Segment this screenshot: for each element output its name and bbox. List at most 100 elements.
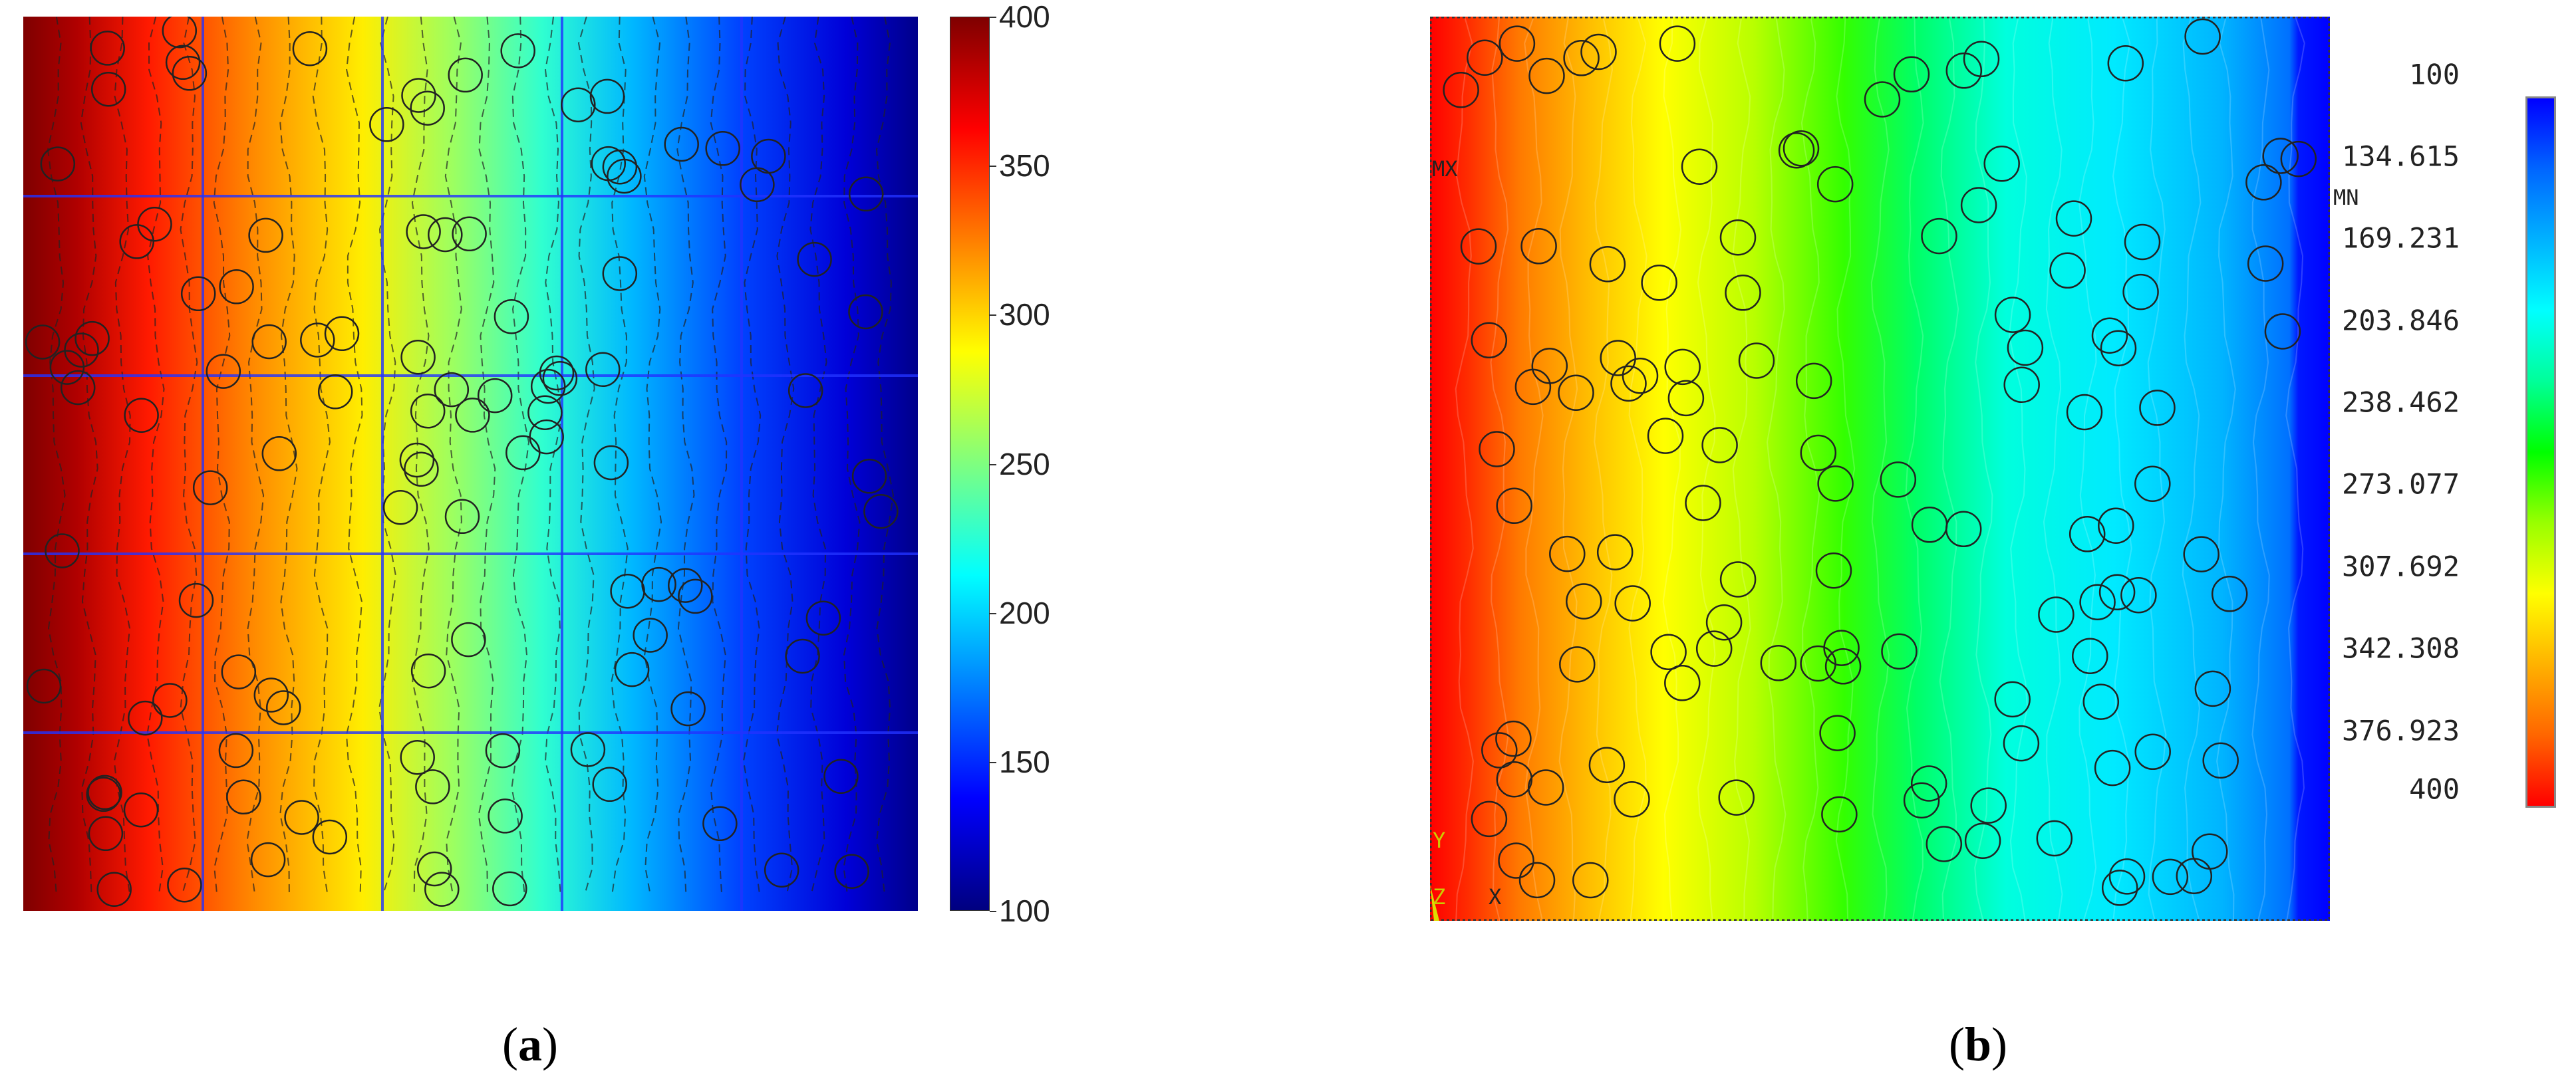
inclusion-circle <box>527 395 563 430</box>
isotherm-line <box>843 17 861 895</box>
inclusion-circle <box>424 872 460 907</box>
inclusion-circle <box>253 677 289 713</box>
inclusion-circle <box>2152 858 2189 896</box>
inclusion-circle <box>219 269 254 304</box>
inclusion-circle <box>1695 630 1733 667</box>
inclusion-circle <box>1701 427 1738 463</box>
inclusion-circle <box>529 419 564 455</box>
inclusion-circle <box>1760 645 1797 681</box>
caption-b: (b) <box>1949 1018 2008 1071</box>
inclusion-circle <box>1496 487 1532 525</box>
isotherm-line <box>312 17 331 895</box>
inclusion-circle <box>410 90 445 126</box>
colorbar-b-tick: 134.615 <box>2341 140 2460 173</box>
inclusion-circle <box>2066 394 2103 431</box>
inclusion-circle <box>2134 465 2171 502</box>
isotherm-line <box>643 17 662 895</box>
isotherm-line <box>742 17 762 895</box>
inclusion-circle <box>641 566 676 602</box>
inclusion-circle <box>1580 33 1617 70</box>
inclusion-circle <box>1460 228 1497 265</box>
colorbar-a-tick: 200 <box>990 595 1050 630</box>
isotherm-line <box>411 17 430 895</box>
inclusion-circle <box>1664 348 1701 386</box>
band-boundary <box>2182 17 2202 921</box>
inclusion-circle <box>2183 536 2219 572</box>
inclusion-circle <box>602 256 638 291</box>
band-boundary <box>1905 17 1924 921</box>
inclusion-circle <box>863 493 899 529</box>
inclusion-circle <box>2098 574 2136 611</box>
band-boundary <box>1524 17 1544 921</box>
band-boundary <box>2043 17 2063 921</box>
inclusion-circle <box>324 316 360 352</box>
inclusion-circle <box>1881 633 1918 670</box>
inclusion-circle <box>1821 796 1858 833</box>
inclusion-circle <box>2055 200 2092 237</box>
inclusion-circle <box>90 71 126 107</box>
colorbar-a-tick: 350 <box>990 148 1050 183</box>
inclusion-circle <box>2069 516 2106 552</box>
colorbar-b-tick: 307.692 <box>2341 550 2460 583</box>
inclusion-circle <box>494 299 529 334</box>
band-boundary <box>2216 17 2236 921</box>
inclusion-circle <box>1596 534 1634 570</box>
inclusion-circle <box>428 217 463 253</box>
isotherm-line <box>213 17 231 895</box>
inclusion-circle <box>1921 217 1957 255</box>
colorbar-b-tick: 376.923 <box>2341 714 2460 747</box>
colorbar-a <box>950 17 990 911</box>
inclusion-circle <box>1719 561 1757 598</box>
isotherm-line <box>511 17 530 895</box>
inclusion-circle <box>90 31 125 66</box>
band-boundary <box>2112 17 2132 921</box>
caption-a-letter: a <box>517 1018 542 1071</box>
band-boundary <box>2251 17 2270 921</box>
temperature-field-b <box>1430 17 2330 921</box>
band-boundary <box>1939 17 1959 921</box>
inclusion-circle <box>400 339 436 375</box>
inclusion-circle <box>1880 461 1917 498</box>
contour-plot-b <box>1430 17 2330 921</box>
inclusion-circle <box>1817 465 1854 502</box>
inclusion-circle <box>226 779 261 815</box>
isotherm-line <box>544 17 563 895</box>
inclusion-circle <box>404 451 439 487</box>
axis-x-label: X <box>1489 884 1502 909</box>
band-boundary <box>2078 17 2097 921</box>
inclusion-circle <box>26 668 62 704</box>
isotherm-line <box>875 17 895 895</box>
inclusion-circle <box>452 216 487 252</box>
inclusion-circle <box>317 374 353 410</box>
band-boundary <box>1697 17 1716 921</box>
inclusion-circle <box>1647 418 1684 454</box>
inclusion-circle <box>1960 187 1997 223</box>
inclusion-circle <box>1718 779 1755 816</box>
inclusion-circle <box>369 107 404 142</box>
inclusion-circle <box>1566 583 1602 620</box>
inclusion-circle <box>1795 362 1832 400</box>
inclusion-circle <box>1572 862 1609 899</box>
inclusion-circle <box>88 816 124 852</box>
inclusion-circle <box>172 56 208 91</box>
inclusion-circle <box>1614 585 1651 622</box>
inclusion-circle <box>124 398 159 433</box>
colorbar-b-ticks: 100 134.615 169.231 203.846 238.462 273.… <box>2342 59 2523 826</box>
inclusion-circle <box>1467 39 1503 76</box>
band-boundary <box>1870 17 1890 921</box>
inclusion-circle <box>678 578 713 614</box>
inclusion-circle <box>2202 742 2239 779</box>
inclusion-circle <box>1518 862 1556 899</box>
inclusion-circle <box>87 775 122 810</box>
isotherm-line <box>279 17 298 895</box>
inclusion-circle <box>1910 765 1947 802</box>
band-boundary <box>1455 17 1474 921</box>
inclusion-circle <box>705 131 740 166</box>
band-boundary <box>1490 17 1509 921</box>
inclusion-circle <box>1600 340 1636 376</box>
inclusion-circle <box>1499 25 1536 62</box>
inclusion-circle <box>2211 576 2248 612</box>
inclusion-circle <box>1622 357 1659 394</box>
colorbar-a-ticks: 400 350 300 250 200 150 100 <box>990 0 1099 928</box>
domain-border-b <box>1430 17 2330 921</box>
